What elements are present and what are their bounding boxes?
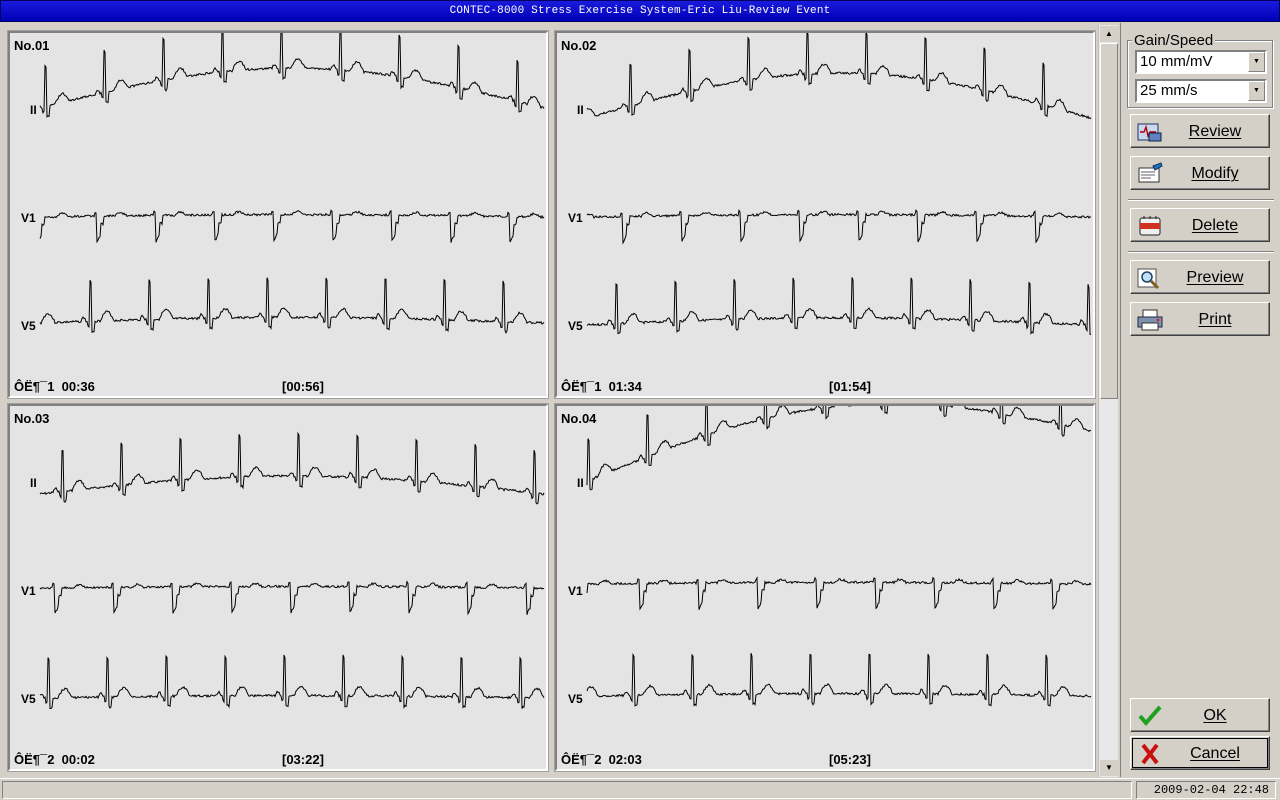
ecg-trace-lead-v5 [39, 654, 545, 710]
stage-time: ÔË¶¯2 00:02 [14, 752, 95, 767]
modify-label: Modify [1191, 165, 1239, 182]
ok-button[interactable]: OK [1130, 698, 1270, 732]
magnifier-icon [1137, 268, 1160, 290]
ecg-trace-lead-ii [586, 406, 1092, 491]
lead-label-ii: II [30, 476, 37, 490]
modify-button[interactable]: Modify [1130, 156, 1270, 190]
ecg-trace-area [586, 406, 1092, 707]
ecg-trace-lead-v1 [39, 580, 544, 616]
ecg-trace-lead-v5 [586, 277, 1092, 336]
gain-speed-label: Gain/Speed [1132, 32, 1216, 49]
delete-button[interactable]: Delete [1130, 208, 1270, 242]
event-panel-4[interactable]: No.04 II V1 V5 ÔË¶¯2 02:03 [05:23] [554, 403, 1096, 772]
ecg-trace-lead-ii [39, 33, 545, 118]
arrow-up-icon: ▲ [1105, 29, 1113, 38]
stage-time: ÔË¶¯1 01:34 [561, 379, 642, 394]
lead-label-v1: V1 [21, 584, 36, 598]
control-sidebar: Gain/Speed 10 mm/mV ▼ 25 mm/s ▼ Review M… [1122, 23, 1280, 777]
cancel-button[interactable]: Cancel [1130, 736, 1270, 770]
chevron-down-icon[interactable]: ▼ [1248, 52, 1265, 72]
lead-label-v5: V5 [21, 692, 36, 706]
gain-value: 10 mm/mV [1140, 53, 1213, 70]
event-panel-2[interactable]: No.02 II V1 V5 ÔË¶¯1 01:34 [01:54] [554, 30, 1096, 399]
preview-label: Preview [1186, 269, 1244, 286]
total-time: [03:22] [282, 752, 324, 767]
speed-value: 25 mm/s [1140, 82, 1198, 99]
review-button[interactable]: Review [1130, 114, 1270, 148]
event-panel-3[interactable]: No.03 II V1 V5 ÔË¶¯2 00:02 [03:22] [7, 403, 549, 772]
chevron-down-icon[interactable]: ▼ [1248, 81, 1265, 101]
scroll-thumb[interactable] [1100, 43, 1118, 399]
delete-label: Delete [1191, 217, 1239, 234]
checkmark-icon [1138, 705, 1162, 727]
stage-time: ÔË¶¯2 02:03 [561, 752, 642, 767]
close-icon [1141, 743, 1159, 765]
total-time: [01:54] [829, 379, 871, 394]
print-button[interactable]: Print [1130, 302, 1270, 336]
total-time: [05:23] [829, 752, 871, 767]
ecg-trace-lead-ii [586, 33, 1092, 120]
gain-select[interactable]: 10 mm/mV ▼ [1135, 50, 1267, 74]
review-icon [1137, 123, 1162, 142]
ecg-trace-lead-v1 [586, 209, 1092, 245]
lead-label-v5: V5 [568, 319, 583, 333]
review-label: Review [1188, 123, 1242, 140]
scroll-up-button[interactable]: ▲ [1100, 26, 1118, 42]
cancel-label: Cancel [1190, 745, 1240, 762]
panel-number: No.02 [561, 38, 597, 53]
ecg-trace-lead-v5 [39, 277, 545, 334]
panel-number: No.04 [561, 411, 597, 426]
lead-label-ii: II [30, 103, 37, 117]
ecg-trace-lead-ii [39, 431, 545, 505]
status-bar: 2009-02-04 22:48 [0, 778, 1280, 800]
lead-label-v1: V1 [568, 211, 583, 225]
ecg-trace-area [39, 33, 545, 334]
ecg-trace-lead-v5 [586, 652, 1092, 707]
ecg-trace-lead-v1 [586, 576, 1092, 611]
status-datetime: 2009-02-04 22:48 [1136, 781, 1276, 799]
event-panel-1[interactable]: No.01 II V1 V5 ÔË¶¯1 00:36 [00:56] [7, 30, 549, 399]
lead-label-v5: V5 [21, 319, 36, 333]
lead-label-ii: II [577, 103, 584, 117]
printer-icon [1137, 309, 1163, 331]
divider [1128, 199, 1274, 201]
window-title: CONTEC-8000 Stress Exercise System-Eric … [449, 5, 831, 17]
panel-number: No.01 [14, 38, 50, 53]
vertical-scrollbar[interactable]: ▲ ▼ [1098, 25, 1118, 777]
lead-label-v1: V1 [568, 584, 583, 598]
window-title-bar: CONTEC-8000 Stress Exercise System-Eric … [0, 0, 1280, 22]
lead-label-v1: V1 [21, 211, 36, 225]
ecg-trace-lead-v1 [39, 209, 545, 244]
status-message-pane [2, 781, 1132, 799]
scroll-down-button[interactable]: ▼ [1100, 760, 1118, 776]
lead-label-v5: V5 [568, 692, 583, 706]
ok-label: OK [1203, 707, 1227, 724]
print-label: Print [1198, 311, 1232, 328]
ecg-trace-area [39, 431, 545, 710]
speed-select[interactable]: 25 mm/s ▼ [1135, 79, 1267, 103]
modify-icon [1138, 162, 1163, 183]
ecg-event-area: No.01 II V1 V5 ÔË¶¯1 00:36 [00:56] No.02… [0, 23, 1121, 777]
ecg-trace-area [586, 33, 1092, 336]
panel-number: No.03 [14, 411, 50, 426]
arrow-down-icon: ▼ [1105, 763, 1113, 772]
delete-icon [1139, 216, 1161, 236]
stage-time: ÔË¶¯1 00:36 [14, 379, 95, 394]
total-time: [00:56] [282, 379, 324, 394]
divider [1128, 251, 1274, 253]
preview-button[interactable]: Preview [1130, 260, 1270, 294]
lead-label-ii: II [577, 476, 584, 490]
